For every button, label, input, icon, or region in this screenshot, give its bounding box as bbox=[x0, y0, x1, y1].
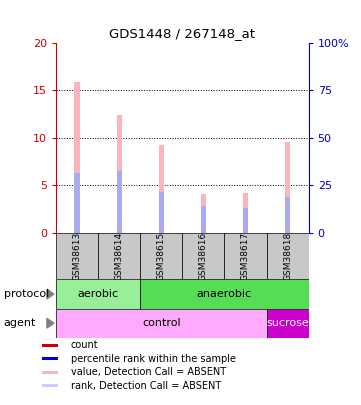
Bar bbox=[140, 279, 309, 309]
Text: control: control bbox=[142, 318, 180, 328]
Bar bbox=[201, 206, 206, 233]
Bar bbox=[74, 173, 79, 233]
Text: agent: agent bbox=[4, 318, 36, 328]
Bar bbox=[285, 143, 290, 233]
Text: GSM38617: GSM38617 bbox=[241, 232, 250, 281]
Text: anaerobic: anaerobic bbox=[197, 289, 252, 299]
Title: GDS1448 / 267148_at: GDS1448 / 267148_at bbox=[109, 27, 255, 40]
Bar bbox=[266, 309, 309, 338]
Bar bbox=[159, 192, 164, 233]
Bar bbox=[117, 115, 122, 233]
Bar bbox=[140, 233, 182, 279]
Bar bbox=[56, 279, 140, 309]
Bar bbox=[56, 309, 266, 338]
Bar bbox=[159, 145, 164, 233]
Bar bbox=[182, 233, 225, 279]
Bar bbox=[42, 371, 58, 373]
Text: rank, Detection Call = ABSENT: rank, Detection Call = ABSENT bbox=[71, 381, 221, 390]
Bar bbox=[42, 344, 58, 347]
Text: sucrose: sucrose bbox=[266, 318, 309, 328]
Bar bbox=[98, 233, 140, 279]
Bar bbox=[42, 357, 58, 360]
Text: GSM38618: GSM38618 bbox=[283, 232, 292, 281]
Text: GSM38615: GSM38615 bbox=[157, 232, 166, 281]
Bar bbox=[243, 208, 248, 233]
Text: protocol: protocol bbox=[4, 289, 49, 299]
Text: GSM38616: GSM38616 bbox=[199, 232, 208, 281]
Bar bbox=[74, 83, 79, 233]
Bar bbox=[225, 233, 266, 279]
Text: count: count bbox=[71, 340, 98, 350]
Bar bbox=[243, 193, 248, 233]
Bar bbox=[285, 197, 290, 233]
Text: aerobic: aerobic bbox=[78, 289, 119, 299]
Bar bbox=[42, 384, 58, 387]
Text: percentile rank within the sample: percentile rank within the sample bbox=[71, 354, 236, 364]
Text: GSM38613: GSM38613 bbox=[73, 232, 82, 281]
Text: value, Detection Call = ABSENT: value, Detection Call = ABSENT bbox=[71, 367, 226, 377]
Bar bbox=[201, 194, 206, 233]
Bar bbox=[117, 171, 122, 233]
Bar bbox=[56, 233, 98, 279]
Text: GSM38614: GSM38614 bbox=[115, 232, 123, 281]
Bar bbox=[266, 233, 309, 279]
